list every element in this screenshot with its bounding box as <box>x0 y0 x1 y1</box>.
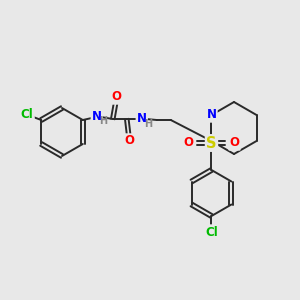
Text: H: H <box>99 116 107 126</box>
Text: O: O <box>125 134 135 148</box>
Text: N: N <box>137 112 147 124</box>
Text: H: H <box>144 119 152 129</box>
Text: N: N <box>206 109 217 122</box>
Text: O: O <box>230 136 239 149</box>
Text: Cl: Cl <box>205 226 218 238</box>
Text: N: N <box>92 110 102 122</box>
Text: S: S <box>206 136 217 151</box>
Text: O: O <box>184 136 194 149</box>
Text: Cl: Cl <box>21 107 34 121</box>
Text: O: O <box>112 91 122 103</box>
